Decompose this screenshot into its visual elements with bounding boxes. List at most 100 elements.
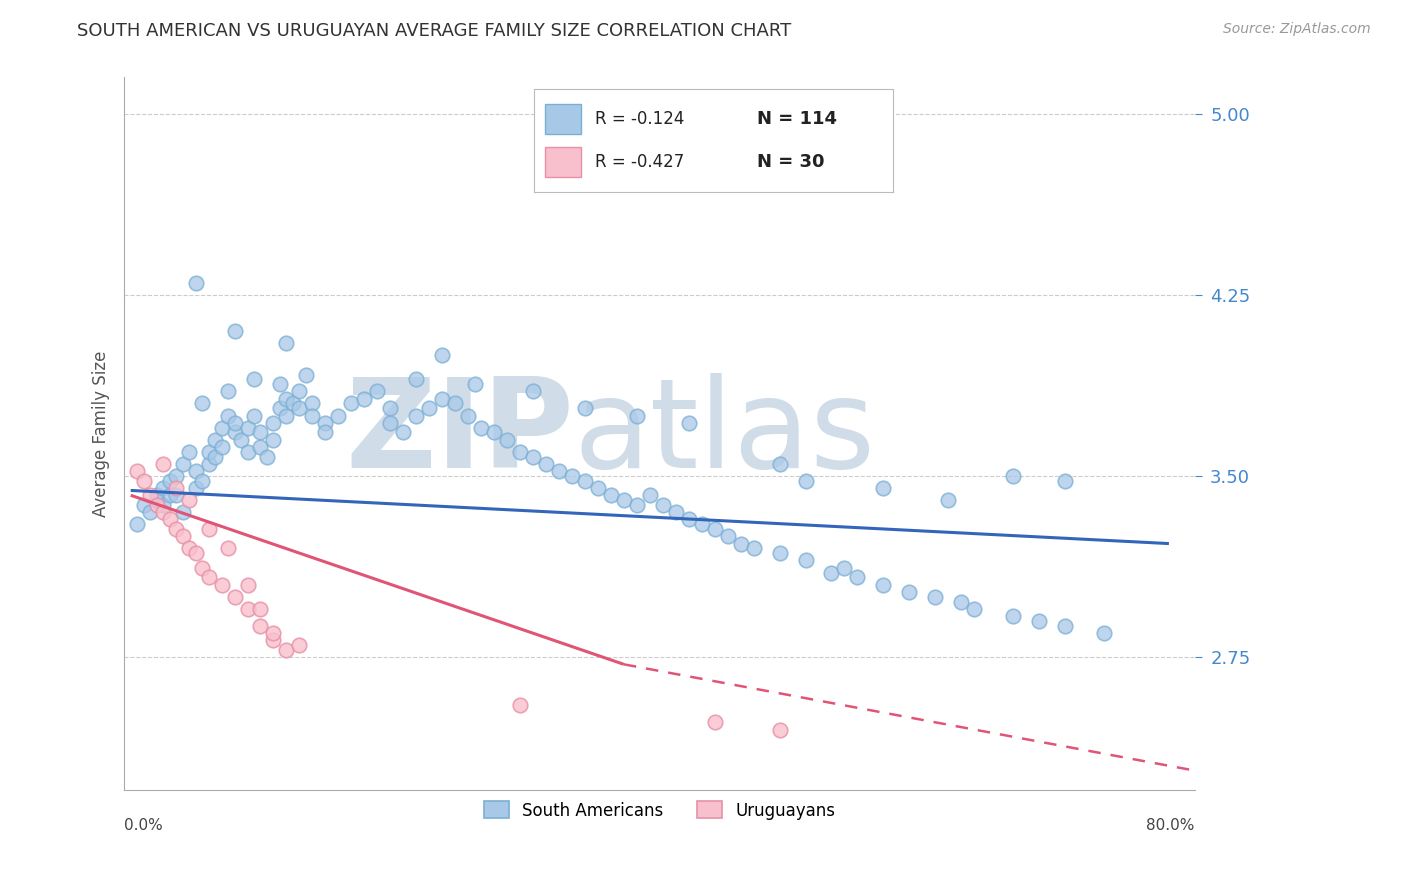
Point — [159, 474, 181, 488]
Point — [295, 368, 318, 382]
Point — [366, 384, 388, 399]
Point — [950, 594, 973, 608]
Text: N = 30: N = 30 — [756, 153, 824, 171]
Point — [418, 401, 440, 416]
Point — [405, 409, 427, 423]
Text: R = -0.427: R = -0.427 — [595, 153, 685, 171]
Text: N = 114: N = 114 — [756, 110, 837, 128]
Point — [678, 416, 700, 430]
Point — [872, 577, 894, 591]
Point — [288, 401, 311, 416]
Point — [794, 474, 817, 488]
Point — [548, 464, 571, 478]
Point — [152, 481, 174, 495]
Point — [574, 401, 596, 416]
Point — [574, 474, 596, 488]
Point — [470, 420, 492, 434]
Point — [340, 396, 363, 410]
Point — [1054, 618, 1077, 632]
Point — [172, 529, 194, 543]
Point — [159, 488, 181, 502]
Point — [191, 396, 214, 410]
Point — [152, 498, 174, 512]
Point — [301, 396, 323, 410]
Point — [172, 505, 194, 519]
Point — [191, 474, 214, 488]
Point — [139, 488, 162, 502]
Point — [665, 505, 688, 519]
Text: 80.0%: 80.0% — [1146, 819, 1195, 833]
Point — [211, 577, 233, 591]
Point — [872, 481, 894, 495]
Point — [172, 457, 194, 471]
Point — [626, 409, 648, 423]
Point — [794, 553, 817, 567]
Point — [139, 505, 162, 519]
Point — [165, 481, 187, 495]
Point — [599, 488, 621, 502]
Point — [703, 522, 725, 536]
Point — [236, 577, 259, 591]
Point — [127, 517, 149, 532]
Text: 0.0%: 0.0% — [124, 819, 163, 833]
Point — [165, 488, 187, 502]
Point — [249, 601, 271, 615]
Point — [184, 464, 207, 478]
Point — [561, 469, 583, 483]
Point — [834, 560, 856, 574]
Point — [132, 498, 155, 512]
Point — [191, 560, 214, 574]
Point — [184, 546, 207, 560]
FancyBboxPatch shape — [546, 146, 581, 178]
Point — [236, 420, 259, 434]
Point — [768, 723, 790, 737]
Point — [314, 425, 336, 440]
Point — [256, 450, 278, 464]
Point — [288, 638, 311, 652]
Point — [159, 512, 181, 526]
Point — [243, 372, 266, 386]
Point — [276, 409, 298, 423]
Point — [184, 481, 207, 495]
Text: SOUTH AMERICAN VS URUGUAYAN AVERAGE FAMILY SIZE CORRELATION CHART: SOUTH AMERICAN VS URUGUAYAN AVERAGE FAMI… — [77, 22, 792, 40]
Point — [236, 601, 259, 615]
Point — [509, 698, 531, 713]
Point — [717, 529, 740, 543]
Text: R = -0.124: R = -0.124 — [595, 110, 685, 128]
Point — [204, 450, 226, 464]
Point — [924, 590, 946, 604]
Point — [262, 633, 284, 648]
Point — [768, 546, 790, 560]
Point — [224, 425, 246, 440]
Point — [522, 384, 544, 399]
Point — [638, 488, 661, 502]
Point — [380, 416, 402, 430]
Point — [730, 536, 752, 550]
Text: ZIP: ZIP — [344, 373, 574, 494]
Point — [288, 384, 311, 399]
Point — [197, 444, 219, 458]
Text: atlas: atlas — [574, 373, 876, 494]
Point — [651, 498, 673, 512]
FancyBboxPatch shape — [546, 103, 581, 135]
Y-axis label: Average Family Size: Average Family Size — [93, 351, 110, 516]
Point — [963, 601, 986, 615]
Point — [380, 401, 402, 416]
Point — [392, 425, 415, 440]
Point — [132, 474, 155, 488]
Point — [177, 493, 200, 508]
Point — [184, 276, 207, 290]
Point — [145, 498, 167, 512]
Point — [690, 517, 713, 532]
Point — [405, 372, 427, 386]
Point — [301, 409, 323, 423]
Point — [626, 498, 648, 512]
Point — [249, 425, 271, 440]
Point — [217, 541, 239, 556]
Point — [211, 440, 233, 454]
Point — [430, 392, 453, 406]
Point — [145, 493, 167, 508]
Point — [846, 570, 869, 584]
Point — [211, 420, 233, 434]
Point — [430, 348, 453, 362]
